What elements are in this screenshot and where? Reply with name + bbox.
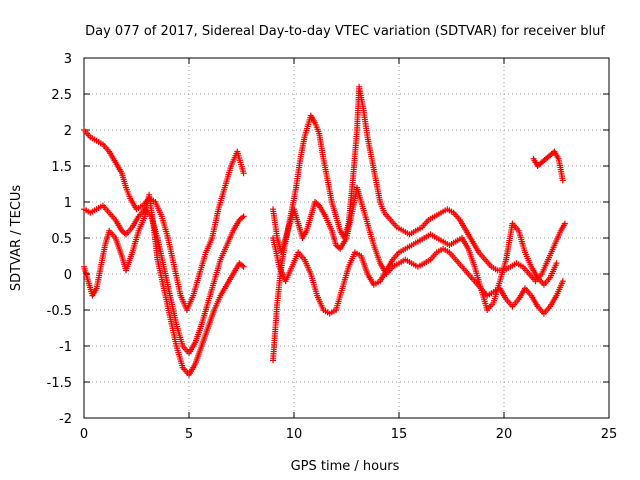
data-point xyxy=(559,177,566,184)
x-tick-label: 15 xyxy=(391,427,408,442)
x-tick-label: 5 xyxy=(185,427,193,442)
data-point xyxy=(553,260,560,267)
series-trace-7 xyxy=(530,148,566,184)
y-tick-label: -0.5 xyxy=(47,304,72,319)
x-axis-label: GPS time / hours xyxy=(291,459,400,474)
grid xyxy=(84,58,609,418)
series-trace-2 xyxy=(81,202,247,357)
data-point xyxy=(561,220,568,227)
series-trace-4 xyxy=(270,83,568,364)
y-axis-label: SDTVAR / TECUs xyxy=(9,185,24,292)
data-point xyxy=(559,278,566,285)
y-tick-label: 1.5 xyxy=(51,160,72,175)
y-tick-label: -2 xyxy=(59,412,72,427)
data-point xyxy=(240,170,247,177)
y-tick-label: 0.5 xyxy=(51,232,72,247)
y-tick-label: 2 xyxy=(64,124,72,139)
data-point xyxy=(240,213,247,220)
series-trace-3 xyxy=(81,191,247,378)
x-tick-label: 0 xyxy=(80,427,88,442)
y-tick-label: 0 xyxy=(64,268,72,283)
x-tick-label: 10 xyxy=(286,427,303,442)
x-tick-label: 25 xyxy=(601,427,618,442)
series-trace-1 xyxy=(81,127,247,313)
data-points xyxy=(81,83,568,378)
y-tick-label: -1.5 xyxy=(47,376,72,391)
y-tick-label: 1 xyxy=(64,196,72,211)
y-tick-label: -1 xyxy=(59,340,72,355)
data-point xyxy=(240,263,247,270)
y-tick-label: 3 xyxy=(64,52,72,67)
x-tick-label: 20 xyxy=(496,427,513,442)
axis-ticks: 0 5 10 15 20 25 -2 -1.5 -1 -0.5 0 0.5 1 1.5 2 2.5 3 xyxy=(47,52,618,442)
series-trace-6 xyxy=(270,220,560,317)
y-tick-label: 2.5 xyxy=(51,88,72,103)
chart-title: Day 077 of 2017, Sidereal Day-to-day VTE… xyxy=(85,24,605,39)
